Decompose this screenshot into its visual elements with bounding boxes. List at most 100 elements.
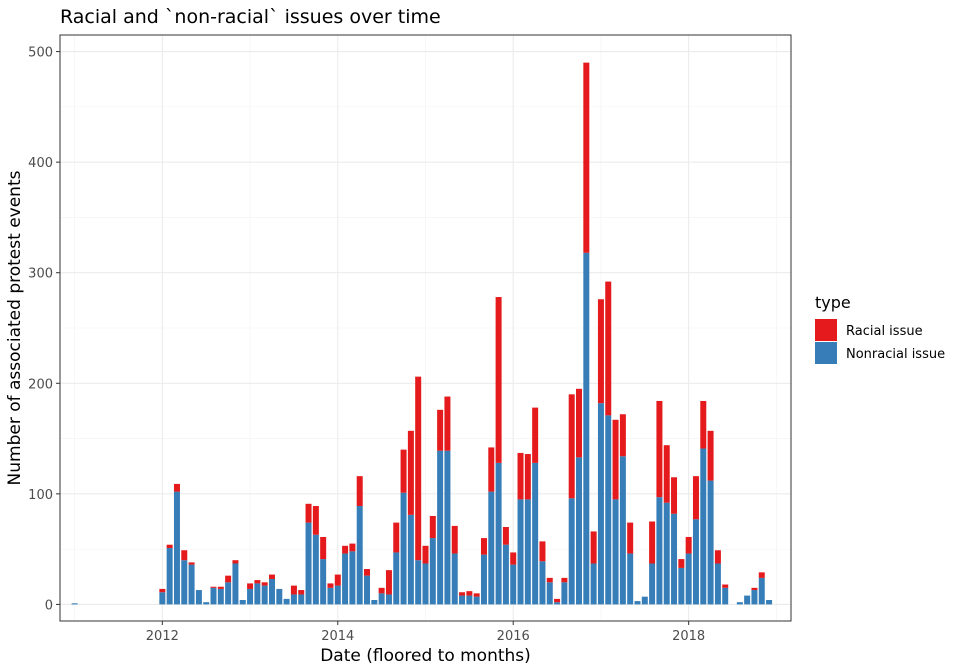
bar-nonracial (510, 564, 517, 605)
bar-racial (334, 574, 341, 586)
bar-racial (247, 583, 254, 589)
bar-nonracial (422, 563, 429, 605)
bar-racial (217, 586, 224, 589)
bar-nonracial (466, 595, 473, 605)
bar-racial (685, 536, 692, 554)
bar-racial (546, 577, 553, 583)
bar-racial (554, 598, 561, 603)
bar-racial (707, 430, 714, 481)
bars (71, 62, 773, 605)
bar-racial (480, 538, 487, 555)
bar-racial (290, 585, 297, 595)
legend-swatch-racial (815, 319, 837, 341)
bar-racial (619, 414, 626, 457)
bar-nonracial (188, 564, 195, 605)
bar-nonracial (217, 588, 224, 605)
bar-racial (466, 591, 473, 596)
bar-nonracial (71, 603, 78, 605)
bar-racial (590, 531, 597, 564)
bar-nonracial (444, 450, 451, 605)
bar-nonracial (722, 587, 729, 605)
bar-racial (393, 522, 400, 553)
bar-nonracial (649, 563, 656, 605)
bar-nonracial (568, 498, 575, 605)
bar-racial (583, 62, 590, 253)
bar-racial (407, 430, 414, 515)
bar-nonracial (532, 462, 539, 605)
x-tick-label: 2012 (146, 629, 179, 644)
grid-lines (60, 35, 791, 621)
bar-nonracial (378, 593, 385, 605)
bar-nonracial (239, 599, 246, 605)
bar-racial (327, 583, 334, 588)
legend: type Racial issue Nonracial issue (815, 293, 945, 364)
bar-nonracial (312, 534, 319, 605)
bar-nonracial (181, 560, 188, 605)
bar-racial (429, 515, 436, 539)
bar-nonracial (210, 587, 217, 605)
y-tick-label: 300 (28, 267, 53, 282)
bar-racial (173, 483, 180, 492)
bar-nonracial (612, 499, 619, 605)
bar-nonracial (736, 602, 743, 605)
bar-racial (751, 587, 758, 591)
bar-nonracial (225, 582, 232, 605)
bar-racial (692, 476, 699, 520)
bar-nonracial (619, 456, 626, 605)
bar-racial (510, 552, 517, 565)
bar-racial (400, 449, 407, 493)
bar-nonracial (305, 522, 312, 605)
bar-nonracial (576, 457, 583, 605)
bar-nonracial (451, 553, 458, 605)
x-tick-label: 2014 (321, 629, 354, 644)
bar-nonracial (342, 553, 349, 605)
bar-nonracial (480, 554, 487, 605)
bar-racial (210, 586, 217, 588)
bar-racial (597, 299, 604, 404)
x-axis: 2012 2014 2016 2018 (146, 621, 705, 644)
bar-nonracial (195, 590, 202, 605)
y-axis: 0 100 200 300 400 500 (28, 46, 60, 613)
bar-nonracial (173, 491, 180, 605)
bar-racial (378, 587, 385, 594)
bar-nonracial (283, 598, 290, 605)
bar-nonracial (320, 559, 327, 605)
y-tick-label: 500 (28, 46, 53, 61)
bar-racial (656, 400, 663, 498)
bar-racial (444, 396, 451, 451)
bar-racial (473, 593, 480, 597)
y-tick-label: 100 (28, 488, 53, 503)
bar-nonracial (671, 513, 678, 605)
bar-nonracial (159, 592, 166, 605)
bar-nonracial (268, 578, 275, 605)
bar-racial (349, 543, 356, 552)
bar-racial (364, 569, 371, 576)
bar-racial (415, 376, 422, 561)
y-axis-title: Number of associated protest events (5, 170, 25, 485)
legend-label-racial: Racial issue (846, 324, 923, 339)
bar-nonracial (276, 588, 283, 605)
bar-nonracial (517, 499, 524, 605)
bar-racial (714, 550, 721, 564)
bar-nonracial (707, 480, 714, 605)
bar-racial (649, 521, 656, 564)
bar-racial (722, 584, 729, 588)
bar-racial (612, 419, 619, 500)
bar-racial (385, 570, 392, 595)
bar-nonracial (393, 552, 400, 605)
bar-nonracial (334, 585, 341, 605)
bar-racial (225, 575, 232, 583)
x-tick-label: 2018 (672, 629, 705, 644)
bar-nonracial (700, 448, 707, 605)
bar-nonracial (364, 575, 371, 605)
bar-nonracial (298, 594, 305, 605)
bar-nonracial (371, 599, 378, 605)
bar-nonracial (407, 514, 414, 605)
y-tick-label: 0 (45, 598, 53, 613)
legend-label-nonracial: Nonracial issue (846, 347, 945, 362)
bar-racial (532, 407, 539, 463)
bar-nonracial (327, 587, 334, 605)
bar-nonracial (605, 415, 612, 605)
bar-nonracial (495, 462, 502, 605)
bar-nonracial (590, 563, 597, 605)
